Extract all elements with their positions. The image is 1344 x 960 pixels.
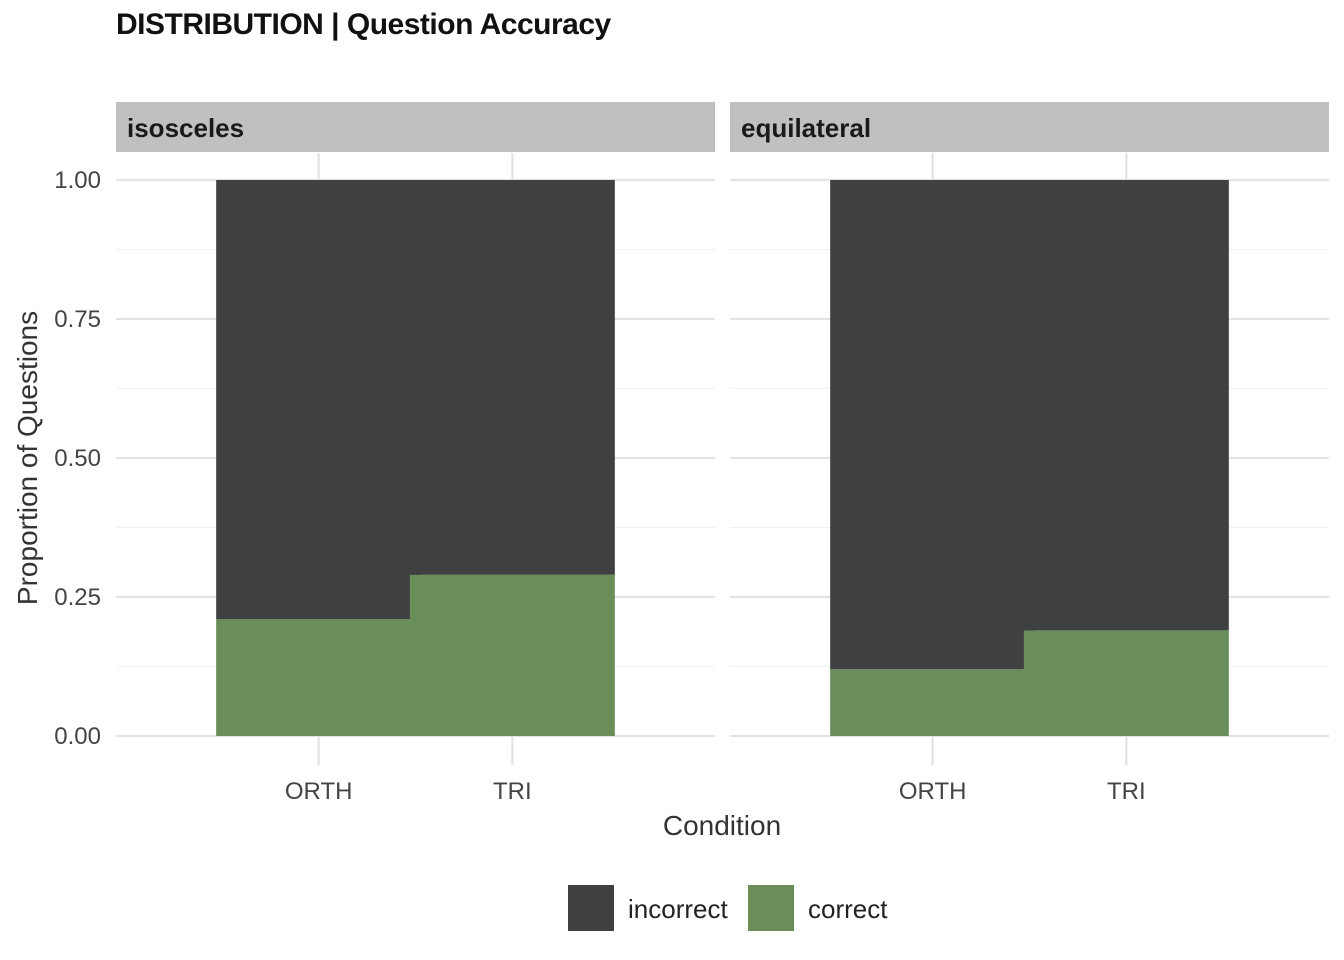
bar-correct [216,619,422,736]
bar-incorrect [1023,180,1229,631]
legend-swatch-correct [748,885,794,931]
x-tick-label: TRI [1107,778,1146,805]
legend-label-incorrect: incorrect [628,894,728,924]
facet-label: equilateral [741,113,871,143]
x-tick-label: TRI [493,778,532,805]
chart-title: DISTRIBUTION | Question Accuracy [116,8,611,41]
y-tick-label: 0.50 [54,445,101,472]
y-tick-label: 1.00 [54,167,101,194]
y-tick-label: 0.75 [54,306,101,333]
bar-incorrect [830,180,1036,670]
y-tick-label: 0.25 [54,584,101,611]
legend-swatch-incorrect [568,885,614,931]
bar-correct [1023,630,1229,736]
facet-strip [730,102,1329,152]
legend-label-correct: correct [808,894,888,924]
facet-strip [116,102,715,152]
y-tick-label: 0.00 [54,723,101,750]
y-axis-title: Proportion of Questions [12,311,43,605]
facet-label: isosceles [127,113,244,143]
bar-correct [409,574,615,736]
bar-incorrect [216,180,422,620]
x-tick-label: ORTH [285,778,353,805]
bar-incorrect [409,180,615,575]
bar-correct [830,669,1036,736]
x-axis-title: Condition [663,810,781,841]
x-tick-label: ORTH [899,778,967,805]
